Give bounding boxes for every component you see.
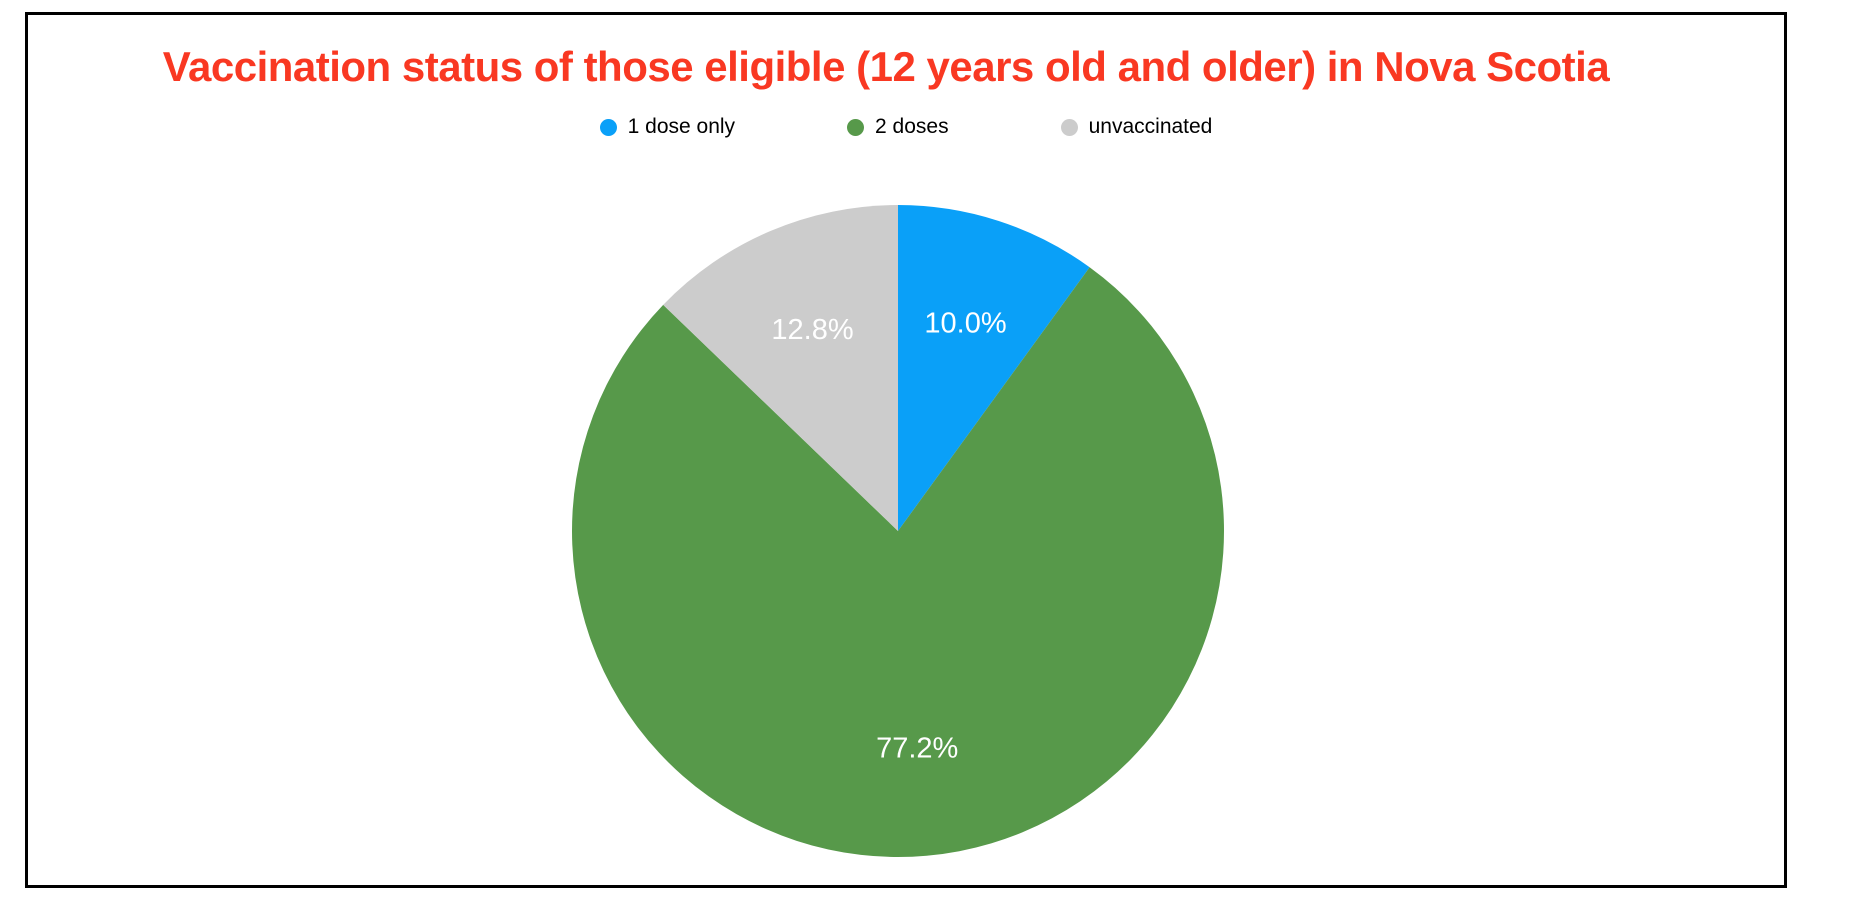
legend-swatch-circle-icon xyxy=(847,118,865,136)
pie-slice-labels: 10.0% 77.2% 12.8% xyxy=(771,307,1006,764)
legend: 1 dose only 2 doses unvaccinated xyxy=(28,112,1784,142)
legend-label: 2 doses xyxy=(875,115,949,138)
legend-swatch-circle-icon xyxy=(599,118,617,136)
pie-slices xyxy=(572,205,1225,857)
pie-slice-label: 12.8% xyxy=(771,314,853,346)
pie-slice-label: 77.2% xyxy=(876,733,958,765)
pie-slice xyxy=(572,267,1225,857)
chart-title: Vaccination status of those eligible (12… xyxy=(162,43,1610,90)
pie-slice-label: 10.0% xyxy=(924,307,1006,339)
pie-chart: 10.0% 77.2% 12.8% xyxy=(572,205,1225,857)
legend-label: unvaccinated xyxy=(1088,115,1213,138)
pie-slice xyxy=(663,205,898,531)
legend-label: 1 dose only xyxy=(627,115,736,138)
chart-frame: Vaccination status of those eligible (12… xyxy=(25,12,1787,888)
legend-item-unvaccinated: unvaccinated xyxy=(1060,115,1213,139)
legend-swatch-circle-icon xyxy=(1060,118,1078,136)
legend-item-1-dose: 1 dose only xyxy=(599,115,736,139)
pie-slice xyxy=(898,205,1090,531)
legend-item-2-doses: 2 doses xyxy=(847,115,949,139)
